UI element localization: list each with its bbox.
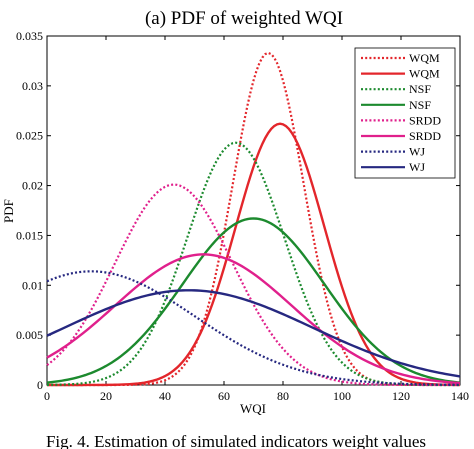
x-tick-label: 0 [44,389,50,403]
legend-label: WJ [409,145,425,159]
y-tick-label: 0 [37,378,43,392]
y-tick-label: 0.035 [16,29,43,43]
x-tick-label: 40 [159,389,171,403]
legend-label: SRDD [409,113,441,127]
y-axis-label: PDF [1,199,16,223]
series-line-wqm-solid [47,122,461,387]
y-tick-label: 0.025 [16,129,43,143]
series-line-wj-dotted [46,270,461,386]
series-lines [46,51,461,387]
y-tick-label: 0.015 [16,228,43,242]
legend-label: SRDD [409,129,441,143]
y-tick-label: 0.03 [22,79,43,93]
y-tick-label: 0.005 [16,328,43,342]
figure-caption: Fig. 4. Estimation of simulated indicato… [46,432,426,449]
y-tick-label: 0.02 [22,179,43,193]
legend-label: WQM [409,51,440,65]
x-tick-label: 20 [100,389,112,403]
x-tick-label: 60 [218,389,230,403]
axis-ticks: 0 20 40 60 80 100 120 140 0 0.005 0.01 0.015 0.02 0.0… [16,29,469,403]
y-tick-label: 0.01 [22,278,43,292]
x-tick-label: 140 [451,389,469,403]
legend-box [354,47,456,179]
x-tick-label: 120 [392,389,410,403]
x-axis-label: WQI [240,401,266,416]
series-line-wj-solid [46,289,461,378]
x-tick-label: 80 [277,389,289,403]
legend-label: NSF [409,98,431,112]
legend-label: NSF [409,82,431,96]
legend-label: WQM [409,67,440,81]
legend-label: WJ [409,160,425,174]
x-tick-label: 100 [333,389,351,403]
chart-title: (a) PDF of weighted WQI [145,8,343,29]
